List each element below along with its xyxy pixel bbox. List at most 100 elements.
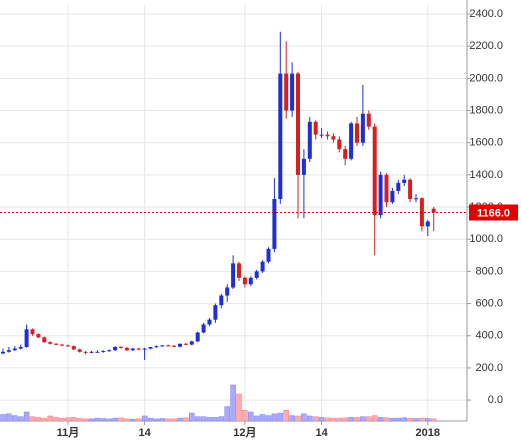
volume-bar [23, 411, 30, 422]
volume-bar [242, 409, 248, 422]
volume-bar [17, 416, 24, 422]
y-tick-label: 0.0 [488, 394, 503, 406]
volume-bar [419, 417, 425, 422]
candle-body [83, 351, 88, 353]
volume-bar [425, 418, 431, 422]
volume-bar [82, 418, 89, 422]
volume-bar [354, 417, 360, 422]
candle-body [65, 345, 70, 347]
volume-bar [271, 413, 278, 422]
y-tick-label: 2000.0 [469, 72, 503, 84]
y-tick-label: 2200.0 [469, 40, 503, 52]
candle-body [402, 179, 407, 183]
candle-body [360, 113, 365, 143]
volume-bar [118, 417, 124, 422]
x-tick-label: 11月 [57, 426, 80, 439]
candle-body [408, 179, 413, 200]
candle-body [301, 158, 306, 175]
candle-body [372, 126, 377, 216]
x-tick-label: 12月 [233, 426, 256, 439]
volume-bar [407, 417, 413, 422]
y-tick-label: 1800.0 [469, 104, 503, 116]
candle-body [119, 347, 123, 349]
volume-bar [360, 416, 366, 422]
volume-bar [401, 417, 407, 422]
candle-body [278, 73, 283, 200]
volume-bar [324, 417, 331, 422]
volume-bar [330, 417, 337, 422]
candle-body [36, 334, 41, 338]
volume-bar [348, 417, 354, 422]
x-tick-label: 14 [315, 427, 328, 439]
last-price-label: 1166.0 [477, 207, 510, 219]
y-tick-label: 600.0 [475, 297, 503, 309]
volume-bar [159, 418, 166, 422]
candle-body [266, 248, 271, 262]
candle-body [414, 198, 418, 200]
volume-bar [153, 418, 160, 422]
candle-body [113, 347, 118, 351]
candle-body [366, 113, 371, 127]
candle-body [189, 341, 194, 345]
candle-body [254, 271, 259, 278]
volume-bar [41, 417, 48, 422]
volume-bar [371, 415, 378, 422]
volume-bar [141, 415, 148, 422]
volume-bar [383, 417, 390, 422]
y-tick-label: 1400.0 [469, 169, 503, 181]
candle-body [160, 345, 165, 347]
volume-bar [189, 412, 195, 422]
candle-body [24, 329, 29, 348]
candle-body [349, 123, 354, 159]
volume-bar [0, 414, 6, 422]
volume-bar [177, 417, 183, 422]
candle-body [343, 149, 348, 159]
volume-bar [265, 415, 272, 422]
candle-body [18, 347, 23, 349]
candle-body [12, 348, 17, 351]
volume-bar [253, 415, 260, 422]
candle-body [384, 174, 389, 203]
volume-bar [377, 417, 384, 422]
candle-body [378, 174, 383, 216]
last-price-box [469, 204, 518, 221]
plot-area [0, 0, 467, 421]
volume-bar [171, 418, 177, 422]
candle-body [237, 263, 241, 278]
candle-body [6, 350, 11, 352]
volume-bar [224, 406, 230, 422]
volume-bar [135, 418, 142, 422]
volume-bar [106, 418, 112, 422]
volume-bar [301, 413, 307, 422]
candle-body [77, 349, 82, 352]
candle-body [248, 277, 253, 285]
volume-bar [165, 418, 171, 422]
candle-body [313, 121, 318, 135]
candle-body [331, 136, 336, 140]
candle-body [136, 348, 141, 350]
candle-body [107, 350, 112, 352]
volume-bar [342, 417, 348, 422]
volume-bar [71, 417, 77, 422]
candle-body [172, 345, 177, 347]
volume-bar [259, 414, 266, 422]
candle-body [207, 319, 212, 325]
volume-bar [200, 416, 207, 422]
volume-bar [430, 418, 437, 422]
volume-bar [59, 417, 65, 422]
volume-bar [206, 417, 213, 422]
volume-bar [389, 417, 396, 422]
candle-body [124, 347, 129, 351]
candle-body [260, 261, 265, 272]
volume-bar [289, 415, 295, 422]
candle-body [307, 121, 312, 159]
volume-bar [283, 409, 289, 422]
candle-body [225, 287, 230, 296]
volume-bar [147, 417, 154, 422]
volume-bar [307, 415, 313, 422]
candle-body [178, 343, 182, 347]
candle-body [290, 73, 295, 111]
candle-body [166, 345, 171, 347]
candle-body [431, 208, 436, 213]
volume-bar [29, 416, 36, 422]
